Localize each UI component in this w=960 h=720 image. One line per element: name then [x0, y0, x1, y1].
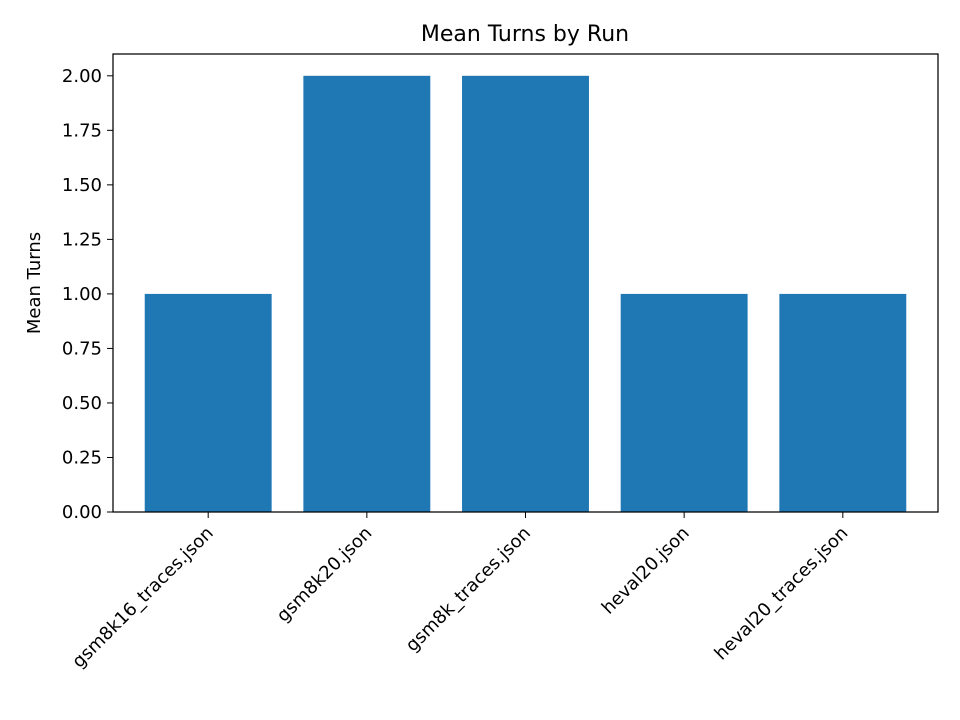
y-tick-label: 0.50: [62, 393, 102, 414]
chart-title: Mean Turns by Run: [421, 22, 629, 47]
y-tick-label: 0.25: [62, 447, 102, 468]
bar-0: [145, 294, 272, 512]
y-tick-label: 0.75: [62, 338, 102, 359]
bar-4: [779, 294, 906, 512]
y-tick-label: 2.00: [62, 66, 102, 87]
y-tick-label: 1.75: [62, 120, 102, 141]
y-tick-label: 1.00: [62, 284, 102, 305]
bar-3: [621, 294, 748, 512]
y-tick-label: 0.00: [62, 502, 102, 523]
y-axis-label: Mean Turns: [24, 232, 45, 334]
y-tick-label: 1.25: [62, 229, 102, 250]
bar-2: [462, 76, 589, 512]
y-tick-label: 1.50: [62, 175, 102, 196]
bar-1: [303, 76, 430, 512]
